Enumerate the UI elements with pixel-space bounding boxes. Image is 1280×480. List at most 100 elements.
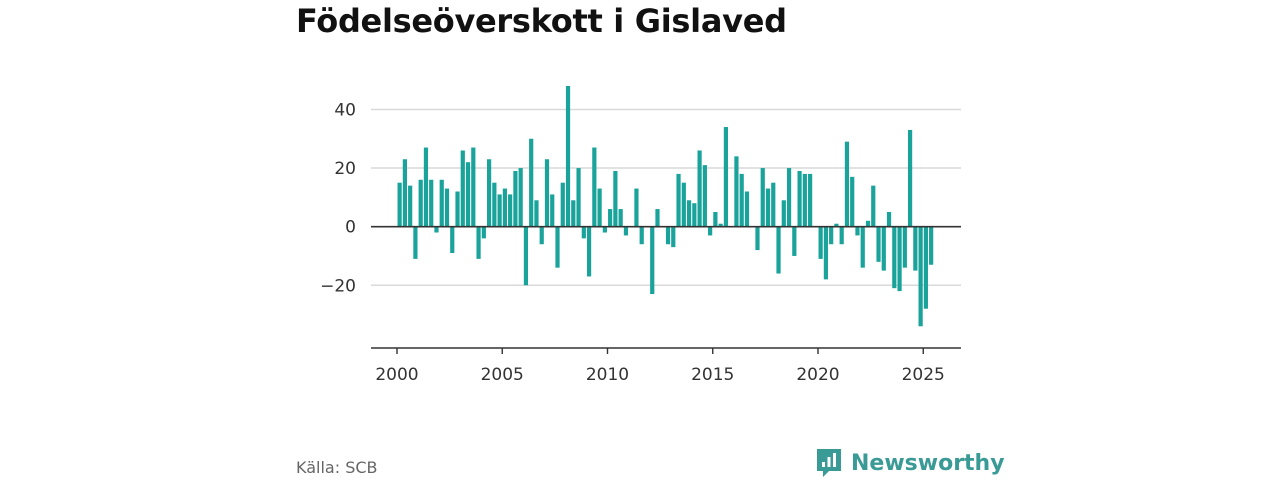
bar xyxy=(876,226,881,262)
bar xyxy=(913,226,918,271)
bar xyxy=(718,223,723,227)
bar xyxy=(686,200,692,227)
bar xyxy=(418,179,423,227)
bar xyxy=(592,147,597,227)
bar xyxy=(481,226,486,239)
bar xyxy=(623,226,629,236)
bar xyxy=(408,185,413,227)
bar xyxy=(671,226,676,248)
bar xyxy=(450,226,455,254)
bar xyxy=(539,226,544,245)
bar xyxy=(497,194,502,227)
bar xyxy=(513,170,518,227)
bar xyxy=(597,188,602,227)
bar xyxy=(550,194,555,227)
bar xyxy=(608,209,613,227)
bar xyxy=(781,200,786,227)
bar xyxy=(860,226,865,268)
bar xyxy=(413,226,418,259)
bar xyxy=(886,212,892,227)
bar xyxy=(439,179,444,227)
bar xyxy=(892,226,897,289)
bar xyxy=(692,203,697,227)
bar xyxy=(502,188,507,227)
bar xyxy=(581,226,586,239)
bar xyxy=(734,156,739,227)
bar xyxy=(460,150,465,227)
bar xyxy=(613,170,618,227)
bar xyxy=(792,226,797,256)
bar xyxy=(576,168,581,227)
x-tick-label: 2015 xyxy=(691,365,734,385)
bar xyxy=(471,147,476,227)
axes xyxy=(371,225,961,354)
bar xyxy=(834,223,839,227)
newsworthy-bar-chart-icon xyxy=(817,449,841,477)
bar xyxy=(818,226,823,259)
bar xyxy=(844,141,850,227)
y-tick-label: 20 xyxy=(334,159,356,179)
bar xyxy=(544,159,550,227)
bar xyxy=(765,188,771,227)
bar xyxy=(713,212,718,227)
bars xyxy=(397,86,934,327)
bar xyxy=(571,200,576,227)
bar xyxy=(797,170,802,227)
bar xyxy=(423,147,429,227)
bar xyxy=(865,220,871,227)
bar xyxy=(855,226,860,236)
bar xyxy=(529,138,534,227)
bar xyxy=(492,182,497,227)
bar xyxy=(897,226,902,292)
bar xyxy=(929,226,934,265)
bar xyxy=(586,226,592,277)
bar xyxy=(755,226,760,251)
bar xyxy=(429,179,434,227)
bar xyxy=(823,226,828,280)
bar xyxy=(402,159,407,227)
bar xyxy=(534,200,539,227)
bar xyxy=(476,226,481,259)
bar xyxy=(565,86,571,227)
bar xyxy=(871,185,876,227)
x-tick-label: 2020 xyxy=(796,365,839,385)
bar xyxy=(708,226,713,236)
bar xyxy=(618,209,623,227)
tick-labels: 40 20 0 −20 2000 2005 2010 2015 2020 2025 xyxy=(320,100,945,385)
bar xyxy=(881,226,886,271)
y-tick-label: 40 xyxy=(334,100,356,120)
bar xyxy=(681,182,686,227)
bar xyxy=(923,226,928,309)
bar xyxy=(434,226,439,233)
bar xyxy=(907,129,913,227)
bar xyxy=(523,226,529,286)
brand-name: Newsworthy xyxy=(851,450,1005,476)
bar xyxy=(634,188,639,227)
bar xyxy=(850,176,855,227)
x-tick-label: 2025 xyxy=(902,365,945,385)
brand-logo[interactable]: Newsworthy xyxy=(815,447,1005,479)
bar xyxy=(455,191,460,227)
bar xyxy=(802,173,807,227)
x-tick-label: 2005 xyxy=(481,365,524,385)
y-tick-label: 0 xyxy=(345,218,356,238)
bar xyxy=(918,226,923,327)
x-tick-label: 2000 xyxy=(375,365,418,385)
bar xyxy=(650,226,655,295)
bar xyxy=(676,173,681,227)
bar xyxy=(723,127,729,227)
x-tick-label: 2010 xyxy=(586,365,629,385)
bar xyxy=(518,168,523,227)
bar xyxy=(808,173,813,227)
bar xyxy=(602,226,607,233)
bar xyxy=(560,182,565,227)
bar xyxy=(760,168,765,227)
bar xyxy=(697,150,702,227)
bar xyxy=(639,226,644,245)
bar xyxy=(776,226,781,274)
bar xyxy=(829,226,834,245)
bar xyxy=(744,191,750,227)
bar xyxy=(702,165,707,227)
bar xyxy=(655,209,660,227)
